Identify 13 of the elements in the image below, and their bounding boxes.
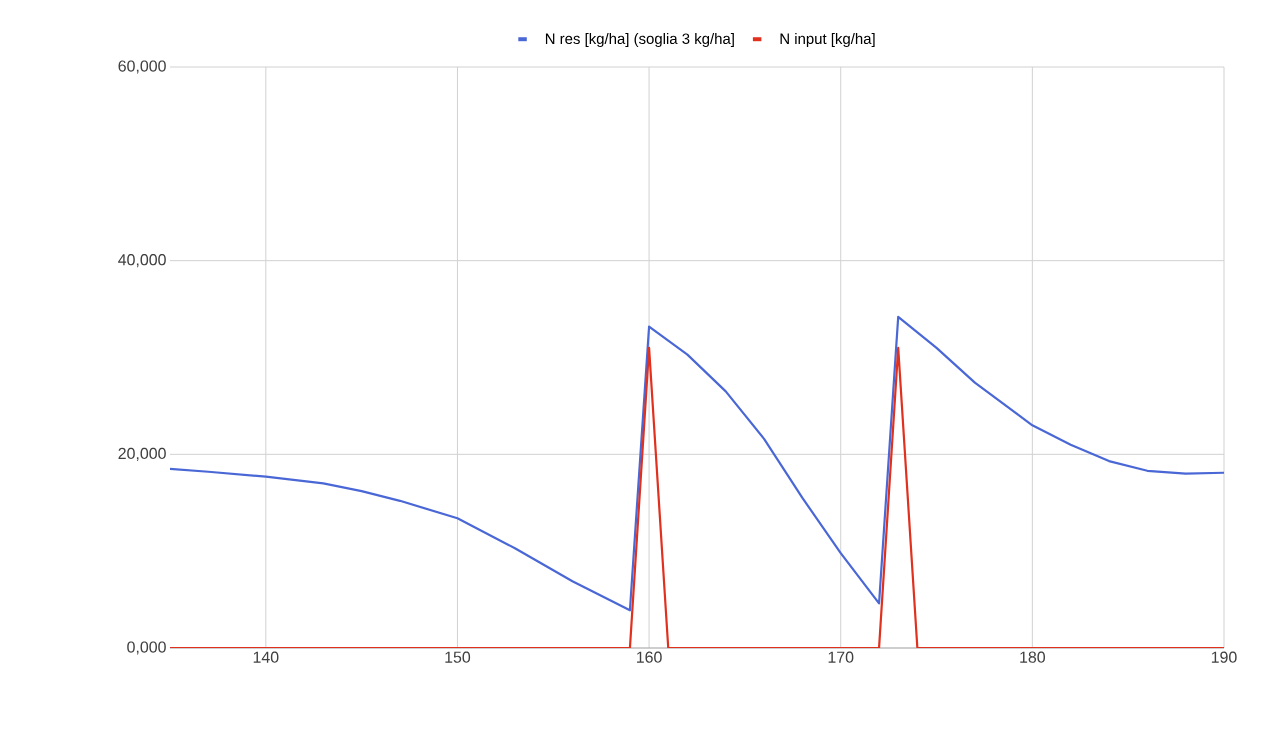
y-tick-label: 40,000 (118, 254, 166, 268)
y-tick-label: 0,000 (127, 641, 166, 655)
x-tick-label: 150 (445, 651, 471, 663)
x-tick-label: 190 (1211, 651, 1237, 663)
x-tick-label: 140 (253, 651, 279, 663)
x-tick-label: 180 (1020, 651, 1046, 663)
line-series (170, 315, 1224, 612)
y-tick-label: 60,000 (118, 60, 166, 74)
y-tick-label: 20,000 (118, 447, 166, 461)
x-tick-label: 160 (637, 651, 662, 663)
legend-label: N input [kg/ha] (780, 33, 875, 47)
x-tick-label: 170 (828, 651, 854, 663)
legend-label: N res [kg/ha] (soglia 3 kg/ha] (545, 33, 734, 47)
